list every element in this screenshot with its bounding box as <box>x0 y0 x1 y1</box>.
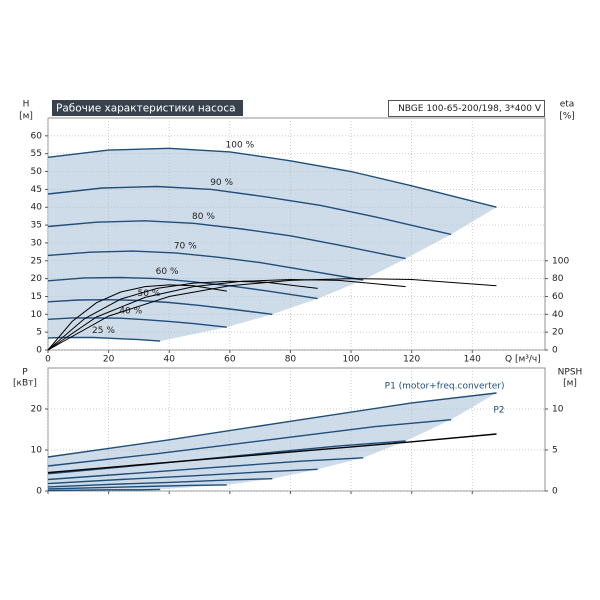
curve-label: 50 % <box>137 289 160 299</box>
y-tick-label: 50 <box>31 167 43 177</box>
y-tick-label: 30 <box>31 238 43 248</box>
title-box <box>52 100 243 116</box>
y2-axis-label: NPSH <box>558 368 583 378</box>
curve-label: 90 % <box>210 178 233 188</box>
y-tick-label: 0 <box>36 346 42 356</box>
curve <box>47 392 497 458</box>
curve-label: 70 % <box>174 241 197 251</box>
efficiency-curve <box>47 278 406 351</box>
y-tick-label: 40 <box>31 203 43 213</box>
y2-axis-unit: [м] <box>563 379 577 389</box>
y2-tick-label: 40 <box>552 310 564 320</box>
y-axis-unit: [кВт] <box>13 379 37 389</box>
operating-range <box>48 393 497 491</box>
x-tick-label: 20 <box>103 355 115 365</box>
curve-label: 80 % <box>192 212 215 222</box>
curve <box>47 185 452 236</box>
y2-tick-label: 60 <box>552 292 564 302</box>
y2-axis-unit: [%] <box>559 112 575 122</box>
y2-tick-label: 0 <box>552 346 558 356</box>
curve-label: 40 % <box>119 307 142 317</box>
y2-tick-label: 0 <box>552 487 558 497</box>
series-label: P1 (motor+freq.converter) <box>385 382 505 392</box>
x-tick-label: 140 <box>464 355 481 365</box>
x-tick-label: 0 <box>45 355 51 365</box>
y-tick-label: 20 <box>31 405 43 415</box>
y-tick-label: 25 <box>31 256 42 266</box>
curve <box>47 457 364 481</box>
y2-tick-label: 10 <box>552 405 564 415</box>
y2-tick-label: 20 <box>552 328 564 338</box>
y-tick-label: 20 <box>31 274 43 284</box>
efficiency-curve <box>47 280 318 351</box>
x-axis-label: Q [м³/ч] <box>505 355 541 365</box>
y-tick-label: 45 <box>31 185 42 195</box>
y-tick-label: 60 <box>31 131 43 141</box>
curve <box>47 433 497 474</box>
y-axis-label: H <box>23 100 30 110</box>
efficiency-curve <box>47 284 227 351</box>
y-tick-label: 5 <box>36 328 42 338</box>
x-tick-label: 120 <box>403 355 420 365</box>
curve <box>47 220 406 260</box>
x-tick-label: 80 <box>285 355 297 365</box>
x-tick-label: 60 <box>224 355 236 365</box>
series-label: P2 <box>493 406 504 416</box>
efficiency-curve <box>47 278 497 351</box>
y-tick-label: 15 <box>31 292 42 302</box>
curve <box>47 488 161 492</box>
chart-subtitle: NBGE 100-65-200/198, 3*400 V <box>398 104 542 114</box>
y-tick-label: 35 <box>31 221 42 231</box>
y2-tick-label: 100 <box>552 256 569 266</box>
y-tick-label: 10 <box>31 310 43 320</box>
curve <box>47 276 318 300</box>
curve <box>47 147 497 208</box>
y-tick-label: 0 <box>36 487 42 497</box>
y2-tick-label: 5 <box>552 446 558 456</box>
curve <box>47 468 318 485</box>
y2-axis-label: eta <box>560 100 575 110</box>
y2-tick-label: 80 <box>552 274 564 284</box>
curve-label: 25 % <box>92 326 115 336</box>
curve <box>47 484 227 490</box>
y-tick-label: 55 <box>31 149 42 159</box>
curve <box>47 250 364 281</box>
operating-range <box>48 148 497 342</box>
chart-title: Рабочие характеристики насоса <box>56 103 236 115</box>
curve-label: 100 % <box>226 140 255 150</box>
subtitle-box <box>388 100 545 117</box>
y-axis-label: P <box>22 368 28 378</box>
y-tick-label: 10 <box>31 446 43 456</box>
y-axis-unit: [м] <box>19 112 33 122</box>
curve-label: 60 % <box>156 267 179 277</box>
x-tick-label: 100 <box>342 355 359 365</box>
curve <box>47 478 273 488</box>
curve <box>47 419 452 467</box>
x-tick-label: 40 <box>163 355 175 365</box>
